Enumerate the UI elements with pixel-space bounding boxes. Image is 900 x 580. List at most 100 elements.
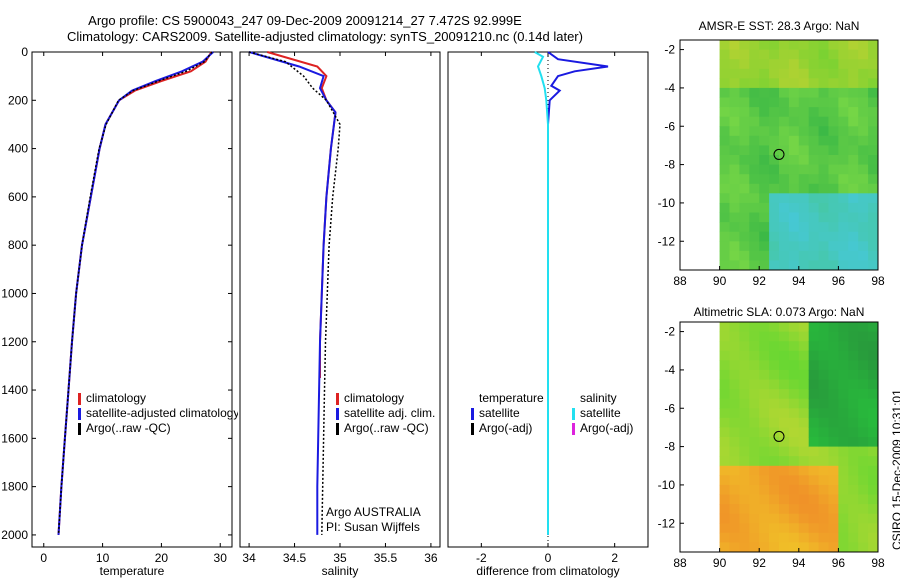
amsr_sst-cell — [808, 250, 820, 261]
altimetric_sla-cell — [769, 398, 780, 409]
amsr_sst-cell — [838, 107, 849, 118]
salinity-xlabel: salinity — [322, 564, 359, 578]
altimetric_sla-cell — [788, 446, 800, 457]
altimetric_sla-cell — [779, 427, 790, 438]
altimetric_sla-ytick-label: -8 — [664, 440, 675, 454]
altimetric_sla-cell — [848, 456, 859, 467]
amsr_sst-cell — [779, 212, 790, 223]
altimetric_sla-cell — [739, 437, 750, 448]
altimetric_sla-cell — [828, 494, 839, 505]
amsr_sst-cell — [828, 202, 839, 213]
altimetric_sla-cell — [798, 542, 810, 553]
amsr_sst-cell — [818, 250, 829, 261]
amsr_sst-cell — [818, 40, 829, 51]
amsr_sst-cell — [719, 250, 730, 261]
altimetric_sla-cell — [858, 369, 869, 380]
altimetric_sla-cell — [729, 398, 740, 409]
altimetric_sla-cell — [798, 484, 810, 495]
altimetric_sla-cell — [818, 369, 829, 380]
altimetric_sla-cell — [858, 437, 869, 448]
amsr_sst-cell — [779, 155, 790, 166]
amsr_sst-cell — [719, 174, 730, 185]
altimetric_sla-cell — [719, 523, 730, 534]
amsr_sst-cell — [818, 49, 829, 60]
altimetric_sla-cell — [828, 475, 839, 486]
amsr_sst-cell — [818, 107, 829, 118]
altimetric_sla-cell — [868, 379, 879, 390]
amsr_sst-cell — [719, 155, 730, 166]
amsr_sst-cell — [848, 222, 859, 233]
amsr_sst-cell — [769, 97, 780, 108]
altimetric_sla-cell — [798, 341, 810, 352]
altimetric_sla-cell — [769, 427, 780, 438]
altimetric_sla-cell — [739, 379, 750, 390]
amsr_sst-cell — [838, 87, 849, 98]
amsr_sst-cell — [848, 145, 859, 156]
amsr_sst-cell — [769, 260, 780, 271]
amsr_sst-argo-marker — [773, 148, 785, 160]
altimetric_sla-cell — [838, 360, 849, 371]
amsr_sst-cell — [779, 231, 790, 242]
amsr_sst-cell — [848, 202, 859, 213]
amsr_sst-cell — [769, 174, 780, 185]
altimetric_sla-cell — [848, 369, 859, 380]
amsr_sst-cell — [769, 116, 780, 127]
altimetric_sla-cell — [788, 513, 800, 524]
altimetric_sla-cell — [739, 398, 750, 409]
altimetric_sla-cell — [788, 331, 800, 342]
amsr_sst-cell — [739, 193, 750, 204]
altimetric_sla-cell — [739, 322, 750, 333]
amsr_sst-cell — [779, 241, 790, 252]
altimetric_sla-cell — [868, 350, 879, 361]
altimetric_sla-cell — [759, 484, 770, 495]
altimetric_sla-argo-marker — [773, 430, 785, 442]
altimetric_sla-cell — [788, 408, 800, 419]
amsr_sst-cell — [868, 68, 879, 79]
altimetric_sla-cell — [818, 542, 829, 553]
amsr_sst-cell — [798, 116, 810, 127]
temperature-panel: 0 10 20 30 temperature 0 200 400 600 800 1000 1200 1… — [1, 45, 233, 578]
altimetric_sla-cell — [779, 475, 790, 486]
amsr_sst-cell — [858, 116, 869, 127]
amsr_sst-cell — [729, 59, 740, 70]
amsr_sst-cell — [808, 202, 820, 213]
amsr_sst-cell — [749, 222, 760, 233]
altimetric_sla-cell — [798, 369, 810, 380]
amsr_sst-cell — [848, 183, 859, 194]
altimetric_sla-cell — [848, 475, 859, 486]
temperature-ytick-label: 0 — [21, 45, 28, 59]
altimetric_sla-cell — [828, 389, 839, 400]
amsr_sst-cell — [739, 49, 750, 60]
altimetric_sla-cell — [798, 475, 810, 486]
temperature-ytick-label: 1000 — [1, 286, 28, 300]
amsr_sst-cell — [838, 241, 849, 252]
amsr_sst-cell — [828, 87, 839, 98]
legend-title: salinity — [580, 391, 617, 405]
amsr_sst-cell — [719, 241, 730, 252]
altimetric_sla-cell — [749, 504, 760, 515]
altimetric_sla-cell — [719, 322, 730, 333]
altimetric_sla-cell — [828, 456, 839, 467]
amsr_sst-cell — [788, 97, 800, 108]
altimetric_sla-cell — [759, 389, 770, 400]
amsr_sst-cell — [729, 135, 740, 146]
amsr_sst-cell — [858, 202, 869, 213]
amsr_sst-cell — [798, 68, 810, 79]
amsr_sst-cell — [769, 40, 780, 51]
altimetric_sla-cell — [828, 437, 839, 448]
amsr_sst-cell — [719, 202, 730, 213]
amsr_sst-cell — [729, 231, 740, 242]
altimetric_sla-cell — [848, 504, 859, 515]
altimetric_sla-cell — [818, 379, 829, 390]
altimetric_sla-cell — [808, 417, 820, 428]
altimetric_sla-cell — [739, 331, 750, 342]
amsr_sst-cell — [848, 193, 859, 204]
altimetric_sla-cell — [868, 523, 879, 534]
amsr_sst-cell — [828, 78, 839, 89]
amsr_sst-cell — [788, 193, 800, 204]
amsr_sst-cell — [828, 126, 839, 137]
amsr_sst-cell — [759, 250, 770, 261]
amsr_sst-cell — [858, 59, 869, 70]
amsr_sst-cell — [729, 222, 740, 233]
